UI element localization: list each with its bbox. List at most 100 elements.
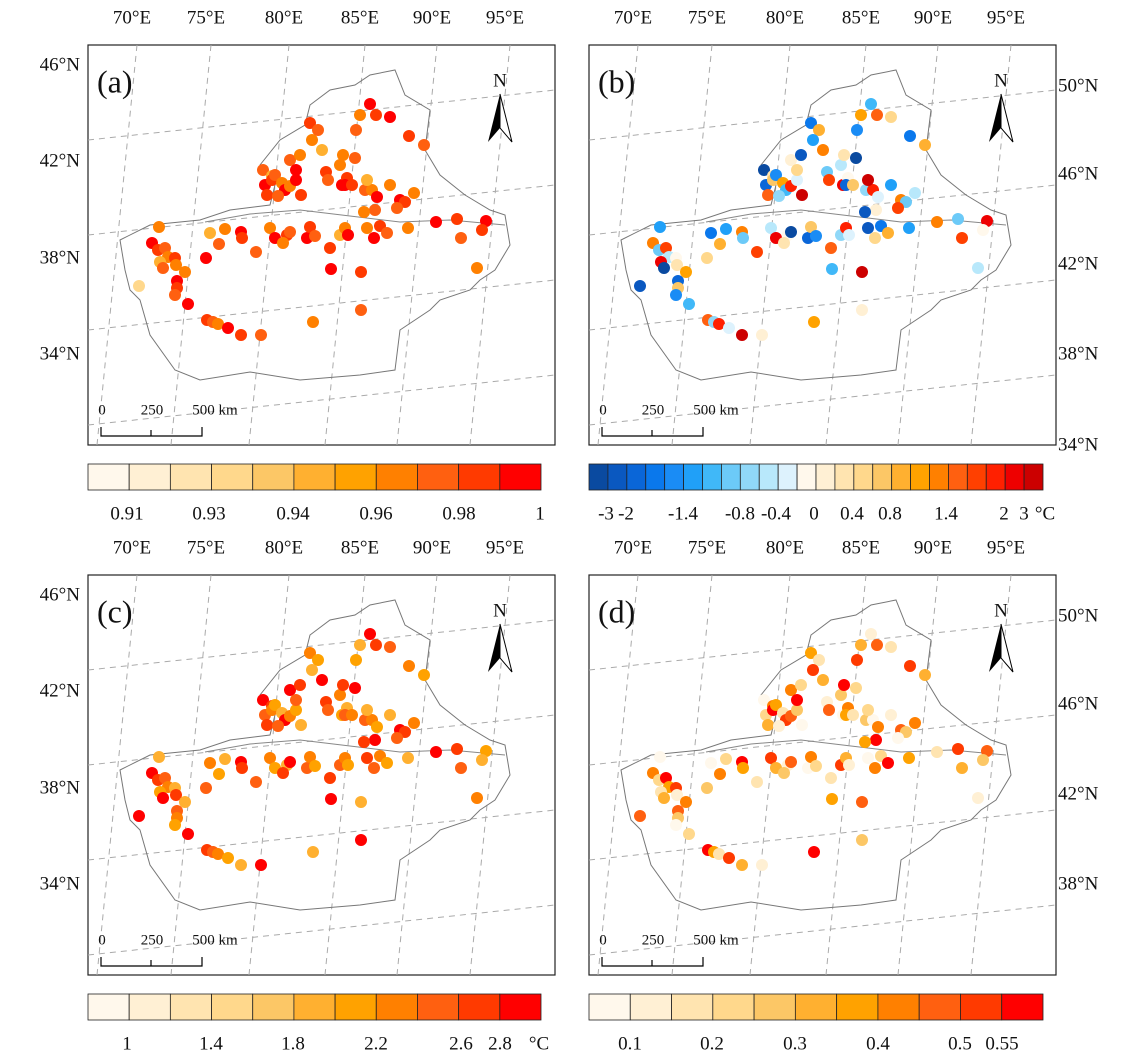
station-dot [269,699,281,711]
station-dot [810,230,822,242]
colorbar-label: 0.91 [110,503,143,524]
station-dot [277,767,289,779]
station-dot [169,289,181,301]
north-label: N [994,70,1008,91]
colorbar-bin [375,463,418,491]
station-dot [179,266,191,278]
colorbar-bin [834,463,855,491]
station-dot [855,639,867,651]
station-dot [654,221,666,233]
station-dot [796,189,808,201]
colorbar-bin [836,993,879,1021]
station-dot [736,329,748,341]
lon-label: 95°E [486,7,524,28]
station-dot [213,768,225,780]
station-dot [480,215,492,227]
station-dot [770,169,782,181]
station-dot [826,793,838,805]
station-dot [408,187,420,199]
colorbar: 0.91 0.93 0.94 0.96 0.98 1 [87,463,545,524]
station-dot [316,674,328,686]
station-dot [723,322,735,334]
colorbar-bin [929,463,949,491]
station-dot [418,139,430,151]
station-dot [634,280,646,292]
lon-label: 85°E [842,537,880,558]
scale-label: 0 [98,932,106,948]
station-dot [751,246,763,258]
station-dot [212,848,224,860]
station-dot [346,179,358,191]
lon-label: 80°E [265,7,303,28]
station-dot [430,216,442,228]
station-dot [770,699,782,711]
station-dot [391,732,403,744]
station-dot [762,189,774,201]
scale-bar [601,427,704,437]
north-arrow [499,623,513,673]
north-arrow [1000,93,1014,143]
station-dot [658,792,670,804]
station-dot [870,734,882,746]
colorbar-bin [607,463,628,491]
station-dot [919,669,931,681]
station-dot [862,704,874,716]
map-panel: (c) N 0 250 500 km 70°E 75°E 80°E 85°E 90°E 95°E 46… [40,537,556,976]
north-arrow [989,94,1001,142]
station-dot [153,221,165,233]
station-dot [257,164,269,176]
station-dot [204,227,216,239]
map-panel: (d) N 0 250 500 km 70°E 75°E 80°E 85°E 90°E 95°E 50… [588,537,1099,976]
station-dot [355,796,367,808]
station-dot [361,704,373,716]
station-dot [354,639,366,651]
station-dot [825,772,837,784]
colorbar-bin [87,993,130,1021]
station-dot [882,757,894,769]
station-dot [785,684,797,696]
colorbar-bin [293,993,336,1021]
basin-divide [705,209,1007,226]
graticule-line [588,279,1057,331]
station-dot [952,743,964,755]
station-dot [795,149,807,161]
station-dot [931,216,943,228]
station-dot [838,149,850,161]
panel-label: (b) [598,63,635,99]
station-dot [235,859,247,871]
station-dot [843,759,855,771]
station-dot [862,222,874,234]
station-dot [250,776,262,788]
station-dot [350,654,362,666]
station-dot [290,174,302,186]
colorbar: 1 1.4 1.8 2.2 2.6 2.8 °C [87,993,549,1054]
graticule-line [170,574,212,976]
colorbar-bin [1004,463,1025,491]
station-dot [981,215,993,227]
north-label: N [493,70,507,91]
scale-label: 0 [98,402,106,418]
station-dot [862,174,874,186]
station-dot [856,796,868,808]
station-dot [272,190,284,202]
lat-label: 42°N [40,150,81,171]
station-dot [808,846,820,858]
colorbar-bin [671,993,714,1021]
colorbar-label: 1.8 [281,1033,305,1054]
station-dot [284,756,296,768]
station-dot [856,266,868,278]
colorbar-bin [375,993,418,1021]
lon-label: 75°E [688,537,726,558]
station-dot [756,859,768,871]
station-dot [671,789,683,801]
colorbar-bin [499,993,542,1021]
station-dot [977,754,989,766]
station-dot [869,232,881,244]
colorbar-label: 0.2 [700,1033,724,1054]
station-dot [264,222,276,234]
station-dot [856,834,868,846]
station-dot [312,124,324,136]
station-dot [817,674,829,686]
station-dot [170,259,182,271]
